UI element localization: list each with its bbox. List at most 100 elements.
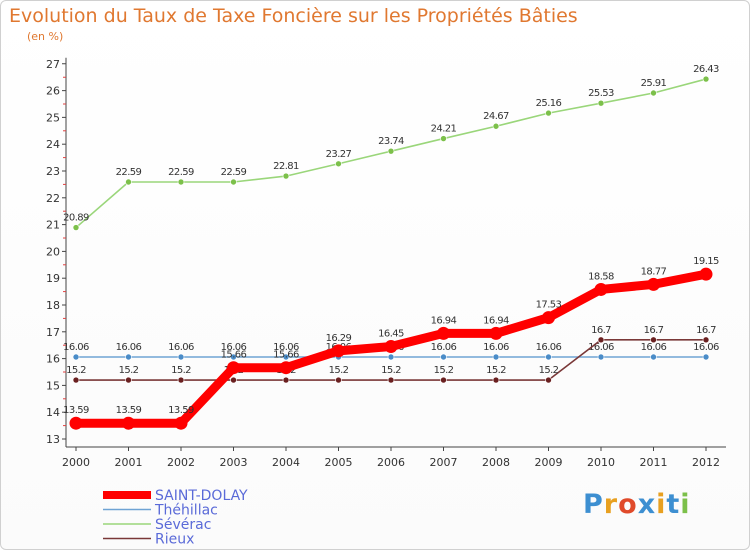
data-point-thehillac [440,353,447,361]
x-tick-label: 2010 [587,456,615,469]
data-label-saint-dolay: 13.59 [63,405,89,416]
data-point-severac [492,122,500,130]
y-tick-label: 20 [46,245,60,258]
x-tick-label: 2007 [430,456,458,469]
data-label-thehillac: 16.06 [168,342,194,353]
data-label-severac: 24.21 [431,124,457,135]
data-label-rieux: 15.2 [381,365,401,376]
x-tick-label: 2003 [220,456,248,469]
data-label-thehillac: 16.06 [431,342,457,353]
x-tick-label: 2002 [167,456,195,469]
x-tick-label: 2011 [640,456,668,469]
data-point-rieux [282,376,290,384]
data-label-severac: 25.16 [536,98,562,109]
data-point-saint-dolay [332,344,345,358]
data-point-saint-dolay [122,416,135,430]
x-tick-label: 2009 [535,456,563,469]
data-point-thehillac [282,353,290,361]
y-tick-label: 14 [46,406,60,419]
data-label-saint-dolay: 13.59 [168,405,194,416]
y-tick-label: 27 [46,58,60,71]
data-point-severac [597,99,605,107]
data-point-thehillac [702,353,710,361]
data-label-thehillac: 16.06 [483,342,509,353]
data-point-rieux [650,336,657,344]
data-point-saint-dolay [699,267,713,281]
data-point-rieux [440,376,447,384]
legend-label-saint-dolay: SAINT-DOLAY [155,488,248,504]
data-label-rieux: 15.2 [119,365,139,376]
data-label-thehillac: 16.06 [641,342,667,353]
data-label-rieux: 15.2 [329,365,349,376]
data-label-rieux: 15.2 [486,365,506,376]
data-label-thehillac: 16.06 [63,342,89,353]
data-label-rieux: 15.2 [66,365,86,376]
data-point-severac [440,135,447,142]
data-label-saint-dolay: 18.58 [588,271,614,282]
data-label-saint-dolay: 13.59 [116,405,142,416]
data-point-saint-dolay [647,277,660,291]
data-label-severac: 23.27 [326,149,352,160]
data-label-rieux: 15.2 [434,365,454,376]
data-point-rieux [230,376,237,384]
data-label-severac: 22.59 [221,167,247,178]
legend-label-thehillac: Théhillac [154,503,218,519]
data-label-severac: 22.59 [168,167,194,178]
x-tick-label: 2000 [62,456,90,469]
brand-letter: i [656,489,667,520]
data-point-saint-dolay [594,282,608,296]
data-label-severac: 24.67 [483,111,509,122]
data-point-saint-dolay [279,361,293,375]
data-point-severac [650,89,657,97]
x-tick-label: 2006 [377,456,405,469]
data-point-severac [702,75,710,83]
data-point-rieux [72,376,80,384]
data-point-thehillac [650,353,657,361]
y-tick-label: 22 [46,192,60,205]
data-point-severac [72,224,80,231]
data-point-rieux [545,376,552,384]
data-point-rieux [335,376,342,384]
data-point-rieux [702,336,710,344]
y-tick-label: 18 [46,299,60,312]
data-label-severac: 22.81 [273,161,299,172]
data-point-severac [282,172,290,180]
data-point-saint-dolay [384,340,398,354]
data-label-thehillac: 16.06 [536,342,562,353]
y-tick-label: 25 [46,111,60,124]
data-point-rieux [125,376,132,384]
x-tick-label: 2008 [482,456,510,469]
legend-label-severac: Sévérac [155,517,211,533]
data-label-thehillac: 16.06 [588,342,614,353]
y-tick-label: 26 [46,85,60,98]
chart-title: Evolution du Taux de Taxe Foncière sur l… [9,5,578,27]
data-point-severac [387,147,395,155]
data-point-thehillac [177,353,185,361]
data-point-thehillac [72,353,80,361]
data-label-saint-dolay: 15.66 [221,350,247,361]
data-point-saint-dolay [69,416,83,430]
data-point-saint-dolay [437,326,450,340]
data-label-rieux: 15.2 [539,365,559,376]
data-label-saint-dolay: 16.45 [378,329,404,340]
data-label-saint-dolay: 19.15 [693,256,719,267]
data-label-severac: 25.53 [588,88,614,99]
chart-unit-label: (en %) [27,30,64,43]
data-label-severac: 22.59 [116,167,142,178]
data-point-saint-dolay [542,311,555,325]
brand-letter: x [637,489,657,520]
x-tick-label: 2004 [272,456,300,469]
data-label-severac: 25.91 [641,78,667,89]
x-tick-label: 2001 [115,456,143,469]
brand-letter: i [680,489,691,520]
brand-letter: r [603,489,619,520]
data-point-saint-dolay [489,326,503,340]
data-point-thehillac [387,353,395,361]
y-tick-label: 17 [46,326,60,339]
y-tick-label: 13 [46,433,60,446]
data-label-rieux: 16.7 [591,325,611,336]
data-label-saint-dolay: 16.94 [431,315,457,326]
data-label-saint-dolay: 16.94 [483,315,509,326]
data-point-thehillac [125,353,132,361]
